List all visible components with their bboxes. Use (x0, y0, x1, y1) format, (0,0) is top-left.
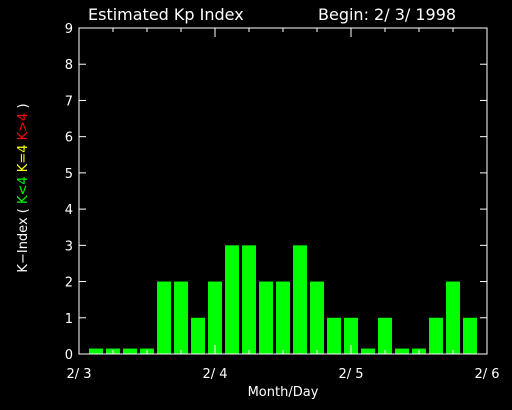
y-tick-label: 0 (65, 348, 73, 363)
x-tick-label: 2/ 3 (66, 367, 91, 382)
bar (225, 245, 239, 354)
bar (259, 281, 273, 354)
bar (276, 281, 290, 354)
x-tick-label: 2/ 4 (202, 367, 227, 382)
y-axis-label-part: K=4 (16, 140, 31, 172)
begin-date-label: Begin: 2/ 3/ 1998 (318, 5, 456, 24)
y-tick-label: 7 (65, 94, 73, 109)
bar (157, 281, 171, 354)
bar (446, 281, 460, 354)
bar (463, 317, 477, 354)
bar (174, 281, 188, 354)
y-tick-label: 5 (65, 167, 73, 182)
bar (242, 245, 256, 354)
bar (378, 317, 392, 354)
y-tick-label: 3 (65, 239, 73, 254)
bar (344, 317, 358, 354)
bar (293, 245, 307, 354)
y-axis-label-part: K<4 (16, 172, 31, 204)
bar (361, 348, 375, 354)
bar (208, 281, 222, 354)
bar (310, 281, 324, 354)
x-tick-label: 2/ 5 (338, 367, 363, 382)
bar (429, 317, 443, 354)
y-tick-label: 4 (65, 203, 73, 218)
bar (123, 348, 137, 354)
y-tick-label: 6 (65, 131, 73, 146)
y-tick-label: 9 (65, 22, 73, 37)
bar (191, 317, 205, 354)
x-tick-label: 2/ 6 (474, 367, 499, 382)
y-axis-label: K−Index ( K<4 K=4 K>4 ) (16, 103, 31, 272)
chart-title: Estimated Kp Index (88, 5, 244, 24)
y-tick-label: 2 (65, 276, 73, 291)
y-tick-label: 8 (65, 58, 73, 73)
x-axis-label: Month/Day (248, 385, 319, 400)
bar (327, 317, 341, 354)
y-tick-label: 1 (65, 312, 73, 327)
y-axis-label-part: K>4 (16, 113, 31, 141)
y-axis-label-part: K−Index ( (16, 204, 31, 273)
y-axis-label-part: ) (16, 103, 31, 112)
bar (89, 348, 103, 354)
bar (395, 348, 409, 354)
plot-area: 0 1 2 3 4 5 6 7 8 9 2/ 3 2/ 4 2/ 5 2/ 6 (65, 22, 500, 382)
